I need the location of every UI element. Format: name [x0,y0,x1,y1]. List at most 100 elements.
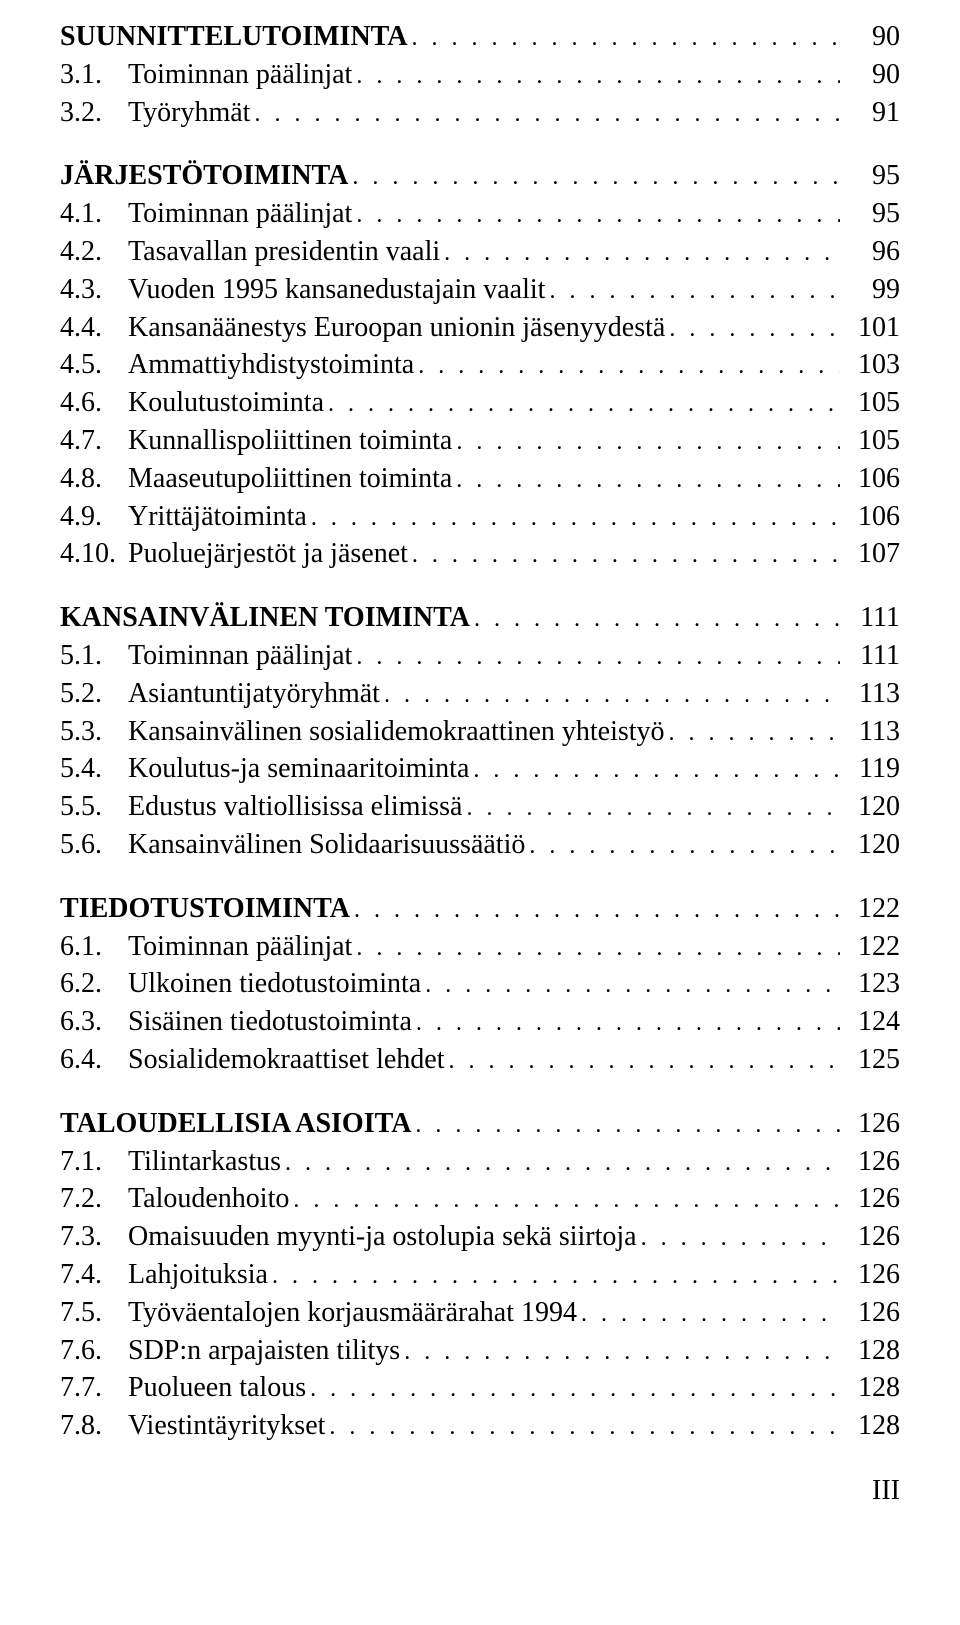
toc-entry-page: 128 [840,1407,900,1445]
toc-entry-number: 6.4. [60,1041,128,1079]
toc-entry-number: 7.1. [60,1143,128,1181]
toc-entry-number: 7.5. [60,1294,128,1332]
toc-entry-label: Kansainvälinen sosialidemokraattinen yht… [128,713,665,751]
toc-entry-number: 5.3. [60,713,128,751]
toc-leader-dots [352,641,840,673]
toc-entry-page: 128 [840,1369,900,1407]
toc-line: 4.5.Ammattiyhdistystoiminta103 [60,346,900,384]
toc-line: 4.10.Puoluejärjestöt ja jäsenet107 [60,535,900,573]
toc-leader-dots [452,464,840,496]
table-of-contents: SUUNNITTELUTOIMINTA903.1.Toiminnan pääli… [60,18,900,1445]
toc-entry-number: 7.6. [60,1332,128,1370]
toc-entry-label: Edustus valtiollisissa elimissä [128,788,462,826]
toc-line: 6.1.Toiminnan päälinjat122 [60,928,900,966]
toc-entry-page: 105 [840,384,900,422]
toc-entry-number: 4.5. [60,346,128,384]
toc-entry-number: 4.3. [60,271,128,309]
toc-entry-page: 95 [840,157,900,195]
toc-entry-page: 126 [840,1294,900,1332]
toc-line: 6.2.Ulkoinen tiedotustoiminta123 [60,965,900,1003]
toc-line: 4.6.Koulutustoiminta105 [60,384,900,422]
toc-leader-dots [665,313,840,345]
toc-entry-label: Asiantuntijatyöryhmät [128,675,380,713]
toc-entry-label: Sosialidemokraattiset lehdet [128,1041,444,1079]
toc-entry-number: 4.4. [60,309,128,347]
toc-leader-dots [325,1411,840,1443]
toc-leader-dots [414,350,840,382]
toc-leader-dots [250,98,840,130]
toc-leader-dots [462,792,840,824]
toc-entry-number: 4.7. [60,422,128,460]
toc-entry-page: 125 [840,1041,900,1079]
toc-line: 4.9.Yrittäjätoiminta106 [60,498,900,536]
toc-entry-number: 3.1. [60,56,128,94]
toc-leader-dots [348,161,840,193]
toc-entry-number: 4.2. [60,233,128,271]
toc-line: 4.8.Maaseutupoliittinen toiminta106 [60,460,900,498]
toc-entry-label: JÄRJESTÖTOIMINTA [60,157,348,195]
toc-leader-dots [440,237,840,269]
toc-leader-dots [545,275,840,307]
toc-entry-page: 124 [840,1003,900,1041]
toc-leader-dots [470,603,840,635]
toc-line: 7.5.Työväentalojen korjausmäärärahat 199… [60,1294,900,1332]
toc-line: 7.2.Taloudenhoito126 [60,1180,900,1218]
toc-entry-label: Ammattiyhdistystoiminta [128,346,414,384]
toc-entry-label: SUUNNITTELUTOIMINTA [60,18,407,56]
toc-entry-label: TIEDOTUSTOIMINTA [60,890,350,928]
toc-entry-label: Koulutustoiminta [128,384,324,422]
toc-line: 5.2.Asiantuntijatyöryhmät113 [60,675,900,713]
toc-line: 4.2.Tasavallan presidentin vaali96 [60,233,900,271]
toc-leader-dots [400,1336,840,1368]
toc-leader-dots [469,754,840,786]
toc-entry-label: Ulkoinen tiedotustoiminta [128,965,421,1003]
toc-leader-dots [352,932,840,964]
toc-entry-number: 5.4. [60,750,128,788]
toc-group: JÄRJESTÖTOIMINTA 954.1.Toiminnan päälinja… [60,157,900,573]
toc-entry-page: 122 [840,890,900,928]
toc-entry-label: Koulutus-ja seminaaritoiminta [128,750,469,788]
toc-leader-dots [412,1007,840,1039]
toc-line: 6.3.Sisäinen tiedotustoiminta124 [60,1003,900,1041]
toc-entry-number: 6.1. [60,928,128,966]
toc-line: 4.4.Kansanäänestys Euroopan unionin jäse… [60,309,900,347]
toc-group: KANSAINVÄLINEN TOIMINTA1115.1.Toiminnan … [60,599,900,864]
toc-leader-dots [350,894,840,926]
toc-leader-dots [525,830,840,862]
toc-line: SUUNNITTELUTOIMINTA 90 [60,18,900,56]
toc-group: TALOUDELLISIA ASIOITA1267.1.Tilintarkast… [60,1105,900,1445]
toc-leader-dots [637,1222,840,1254]
toc-line: 7.4.Lahjoituksia126 [60,1256,900,1294]
toc-entry-page: 91 [840,94,900,132]
toc-entry-number: 4.10. [60,535,128,573]
toc-leader-dots [268,1260,840,1292]
toc-entry-label: SDP:n arpajaisten tilitys [128,1332,400,1370]
toc-entry-page: 126 [840,1218,900,1256]
toc-leader-dots [306,1373,840,1405]
toc-line: 5.4.Koulutus-ja seminaaritoiminta 119 [60,750,900,788]
toc-entry-number: 5.2. [60,675,128,713]
toc-entry-page: 90 [840,18,900,56]
toc-entry-page: 101 [840,309,900,347]
toc-entry-page: 99 [840,271,900,309]
toc-leader-dots [281,1147,840,1179]
toc-entry-page: 128 [840,1332,900,1370]
toc-leader-dots [307,502,840,534]
toc-line: 3.1.Toiminnan päälinjat90 [60,56,900,94]
toc-entry-label: Toiminnan päälinjat [128,928,352,966]
toc-entry-page: 105 [840,422,900,460]
toc-entry-label: Työryhmät [128,94,250,132]
toc-entry-page: 90 [840,56,900,94]
toc-entry-number: 7.4. [60,1256,128,1294]
toc-entry-label: Kunnallispoliittinen toiminta [128,422,452,460]
toc-entry-label: Toiminnan päälinjat [128,637,352,675]
toc-line: JÄRJESTÖTOIMINTA 95 [60,157,900,195]
toc-line: 4.1.Toiminnan päälinjat95 [60,195,900,233]
toc-entry-number: 5.1. [60,637,128,675]
toc-line: 3.2.Työryhmät91 [60,94,900,132]
toc-entry-label: TALOUDELLISIA ASIOITA [60,1105,411,1143]
toc-entry-page: 119 [840,750,900,788]
toc-entry-number: 4.1. [60,195,128,233]
toc-entry-label: Puoluejärjestöt ja jäsenet [128,535,408,573]
toc-entry-number: 5.6. [60,826,128,864]
